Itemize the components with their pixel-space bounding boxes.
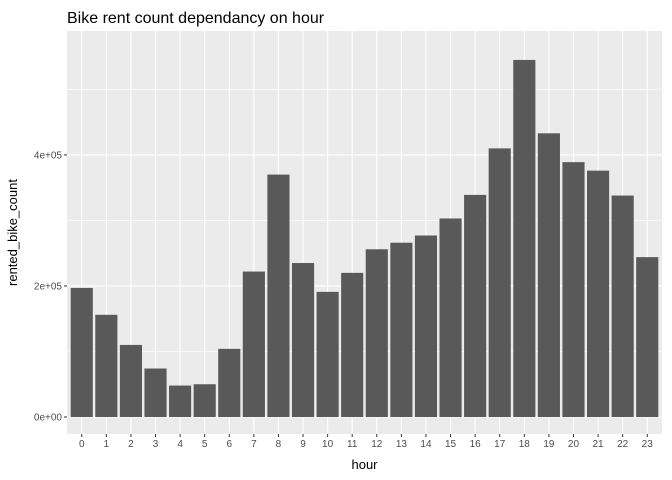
chart-title: Bike rent count dependancy on hour <box>67 10 325 27</box>
x-tick-label: 11 <box>347 439 358 450</box>
x-tick-label: 1 <box>104 439 110 450</box>
y-tick-label: 0e+00 <box>34 413 63 424</box>
bar-hour-12 <box>365 249 388 417</box>
bar-hour-8 <box>267 174 290 417</box>
bar-hour-0 <box>70 287 93 417</box>
bar-hour-9 <box>291 263 315 417</box>
x-tick-label: 5 <box>202 439 208 450</box>
bar-hour-3 <box>144 368 167 417</box>
bar-hour-11 <box>341 272 364 417</box>
x-tick-label: 13 <box>396 439 408 450</box>
bar-hour-16 <box>464 194 487 417</box>
x-tick-label: 10 <box>322 439 334 450</box>
x-tick-label: 0 <box>79 439 85 450</box>
x-tick-label: 17 <box>494 439 506 450</box>
bar-hour-20 <box>562 162 585 417</box>
bar-hour-23 <box>636 257 659 417</box>
bar-hour-21 <box>587 170 610 417</box>
x-tick-label: 14 <box>420 439 432 450</box>
bars <box>70 59 659 418</box>
bar-hour-2 <box>119 344 142 417</box>
bar-hour-18 <box>513 59 536 418</box>
bar-hour-4 <box>169 385 192 417</box>
x-tick-label: 4 <box>177 439 183 450</box>
bar-hour-19 <box>537 133 560 417</box>
x-tick-label: 23 <box>642 439 654 450</box>
x-tick-label: 16 <box>470 439 482 450</box>
x-axis-title: hour <box>351 457 378 472</box>
x-tick-label: 8 <box>276 439 282 450</box>
x-tick-label: 12 <box>371 439 383 450</box>
bar-hour-15 <box>439 218 462 417</box>
x-tick-label: 18 <box>519 439 531 450</box>
x-tick-label: 21 <box>593 439 605 450</box>
y-axis-title: rented_bike_count <box>5 179 20 286</box>
x-tick-label: 22 <box>617 439 629 450</box>
y-tick-label: 2e+05 <box>34 281 63 292</box>
y-tick-label: 4e+05 <box>34 150 63 161</box>
bar-hour-14 <box>414 235 438 417</box>
bar-hour-7 <box>242 271 265 417</box>
x-tick-label: 20 <box>568 439 580 450</box>
x-tick-label: 19 <box>543 439 555 450</box>
x-tick-label: 9 <box>300 439 306 450</box>
bar-hour-17 <box>488 148 511 417</box>
x-tick-label: 15 <box>445 439 457 450</box>
y-axis-ticks: 0e+00 2e+05 4e+05 <box>34 150 67 424</box>
x-tick-label: 6 <box>226 439 232 450</box>
bar-hour-6 <box>218 348 241 417</box>
x-tick-label: 7 <box>251 439 257 450</box>
x-tick-label: 2 <box>128 439 134 450</box>
x-axis-ticks: 0 1 2 3 4 5 6 7 8 9 10 11 12 13 14 15 16 17 18 19 20 21 22 23 <box>79 434 653 450</box>
bar-hour-1 <box>95 314 118 417</box>
bar-hour-5 <box>193 384 216 417</box>
bar-hour-10 <box>316 291 339 417</box>
bar-hour-22 <box>611 195 634 417</box>
x-tick-label: 3 <box>153 439 159 450</box>
bar-hour-13 <box>390 242 413 417</box>
